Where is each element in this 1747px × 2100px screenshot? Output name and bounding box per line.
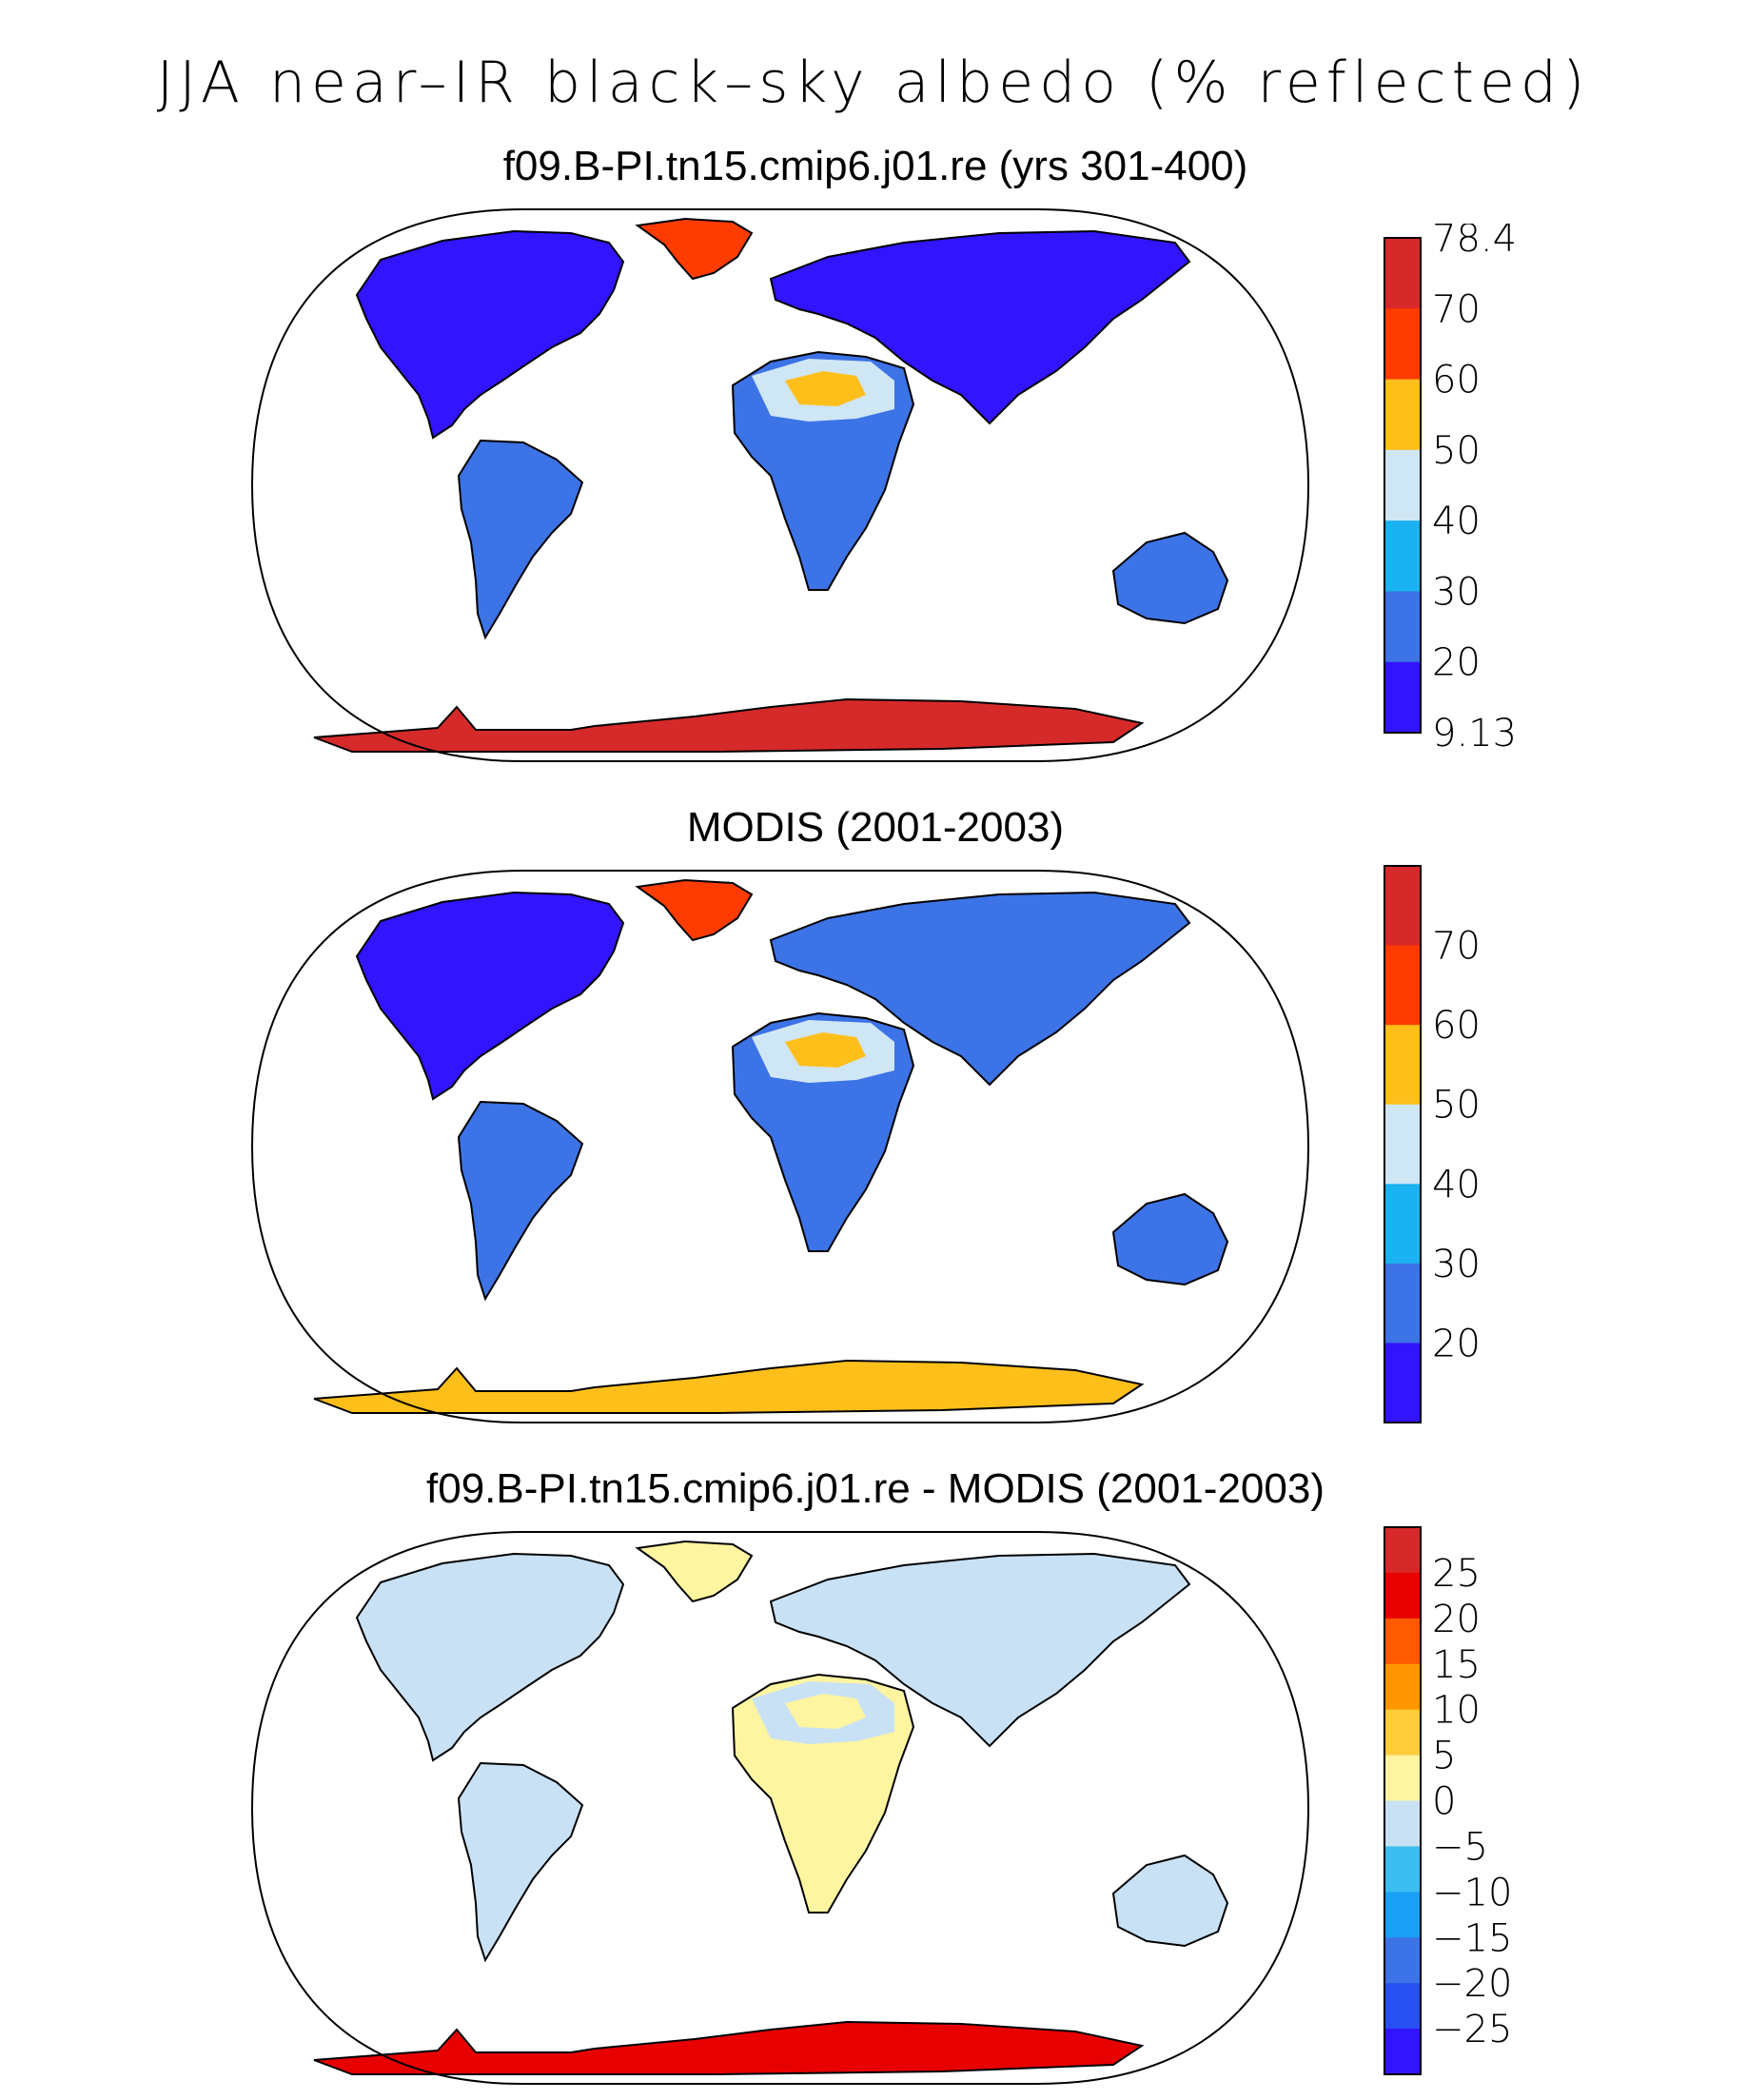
colorbar-tick-label: −5	[1432, 1825, 1488, 1869]
eurasia-region	[769, 229, 1191, 425]
colorbar-tick-label: −15	[1432, 1916, 1512, 1960]
south-america-region	[457, 1761, 584, 1963]
map-model	[250, 208, 1310, 762]
colorbar-segment	[1384, 1618, 1421, 1665]
colorbar-tick-label: 10	[1432, 1689, 1481, 1733]
colorbar-segment	[1384, 1709, 1421, 1757]
colorbar-tick-label: 20	[1432, 641, 1481, 685]
colorbar-segment	[1384, 1263, 1421, 1344]
colorbar-segment	[1384, 1846, 1421, 1893]
colorbar-segment	[1384, 1937, 1421, 1984]
colorbar-segment	[1384, 866, 1421, 947]
south-america-region	[457, 439, 584, 640]
colorbar-tick-label: 70	[1432, 925, 1481, 969]
north-america-region	[355, 891, 625, 1101]
australia-region	[1111, 1192, 1229, 1286]
colorbar-segment	[1384, 1184, 1421, 1265]
map-projection-border	[250, 208, 1310, 762]
colorbar-frame	[1384, 237, 1422, 734]
colorbar-model: 78.4 70 60 50 40 30 20 9.13	[1384, 224, 1517, 756]
colorbar-segment	[1384, 1572, 1421, 1619]
map-projection-border	[250, 870, 1310, 1423]
colorbar-tick-label: 9.13	[1432, 712, 1517, 756]
colorbar-segment	[1384, 1892, 1421, 1938]
greenland-region	[635, 1540, 754, 1603]
colorbar-tick-label: 60	[1432, 1004, 1481, 1048]
colorbar-tick-label: 15	[1432, 1643, 1481, 1687]
antarctica-region	[313, 1359, 1145, 1414]
colorbar-segment	[1384, 1800, 1421, 1847]
colorbar-tick-label: 20	[1432, 1598, 1481, 1641]
colorbar-segment	[1384, 1755, 1421, 1801]
colorbar-tick-label: 5	[1432, 1735, 1456, 1778]
figure-title: JJA near–IR black–sky albedo (% reflecte…	[156, 49, 1591, 116]
colorbar-segment	[1384, 1104, 1421, 1185]
colorbar-segment	[1384, 2029, 1421, 2075]
colorbar-tick-label: 50	[1432, 1084, 1481, 1128]
colorbar-segment	[1384, 308, 1421, 381]
colorbar-tick-label: 40	[1432, 1163, 1481, 1207]
australia-region	[1111, 1854, 1229, 1948]
map-obs	[250, 870, 1310, 1423]
panel-title-obs: MODIS (2001-2003)	[686, 804, 1065, 851]
colorbar-tick-label: 30	[1432, 570, 1481, 614]
colorbar-segment	[1384, 1527, 1421, 1574]
colorbar-tick-label: 0	[1432, 1780, 1456, 1824]
colorbar-segment	[1384, 449, 1421, 521]
map-diff	[250, 1531, 1310, 2085]
south-america-region	[457, 1100, 584, 1302]
sahara-high-albedo-region	[785, 371, 866, 406]
greenland-region	[635, 878, 754, 942]
panel-title-model: f09.B-PI.tn15.cmip6.j01.re (yrs 301-400)	[502, 143, 1248, 189]
panel-title-diff: f09.B-PI.tn15.cmip6.j01.re - MODIS (2001…	[426, 1465, 1325, 1512]
colorbar-obs: 70 60 50 40 30 20	[1384, 865, 1481, 1423]
colorbar-segment	[1384, 661, 1421, 734]
australia-region	[1111, 531, 1229, 625]
north-america-region	[355, 1552, 625, 1762]
north-america-region	[355, 229, 625, 440]
antarctica-region	[313, 697, 1145, 753]
colorbar-tick-label: −10	[1432, 1871, 1512, 1914]
antarctica-region	[313, 2020, 1145, 2075]
colorbar-tick-label: 20	[1432, 1322, 1481, 1365]
sahara-high-albedo-region	[785, 1032, 866, 1068]
colorbar-tick-label: 25	[1432, 1552, 1481, 1596]
colorbar-segment	[1384, 379, 1421, 451]
colorbar-segment	[1384, 520, 1421, 592]
eurasia-region	[769, 1552, 1191, 1748]
colorbar-tick-label: −20	[1432, 1962, 1512, 2006]
colorbar-segment	[1384, 1983, 1421, 2030]
map-projection-border	[250, 1531, 1310, 2085]
colorbar-tick-label: 70	[1432, 287, 1481, 331]
sahara-high-albedo-region	[785, 1694, 866, 1729]
colorbar-tick-label: 50	[1432, 429, 1481, 473]
colorbar-segment	[1384, 591, 1421, 663]
eurasia-region	[769, 891, 1191, 1087]
colorbar-frame	[1384, 1526, 1422, 2075]
colorbar-tick-label: 40	[1432, 500, 1481, 543]
colorbar-tick-label: 60	[1432, 359, 1481, 402]
colorbar-segment	[1384, 1025, 1421, 1106]
colorbar-segment	[1384, 1663, 1421, 1711]
colorbar-segment	[1384, 945, 1421, 1026]
colorbar-tick-label: 78.4	[1432, 224, 1517, 261]
colorbar-segment	[1384, 1343, 1421, 1423]
colorbar-tick-label: −25	[1432, 2008, 1512, 2051]
colorbar-frame	[1384, 865, 1422, 1423]
greenland-region	[635, 217, 754, 281]
colorbar-segment	[1384, 238, 1421, 309]
colorbar-tick-label: 30	[1432, 1243, 1481, 1286]
